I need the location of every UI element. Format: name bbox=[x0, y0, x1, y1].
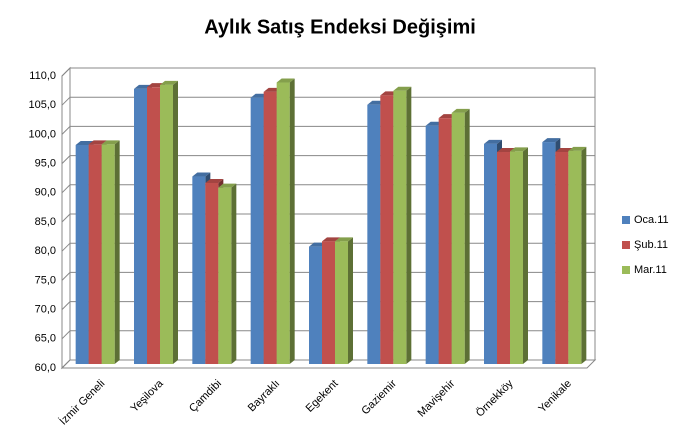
bar bbox=[205, 182, 219, 364]
legend-label: Oca.11 bbox=[634, 214, 669, 226]
y-tick-label: 65,0 bbox=[35, 333, 56, 345]
bar-top bbox=[484, 139, 502, 144]
bar bbox=[510, 151, 523, 364]
bar bbox=[75, 145, 89, 364]
bar bbox=[160, 84, 173, 365]
bar bbox=[438, 118, 452, 364]
bar-side bbox=[523, 147, 528, 364]
grid-line bbox=[61, 125, 595, 135]
y-tick-label: 105,0 bbox=[28, 99, 56, 111]
bar-side bbox=[114, 140, 120, 364]
legend-label: Şub.11 bbox=[634, 239, 668, 251]
bar-top bbox=[510, 147, 528, 152]
grid-line bbox=[61, 330, 595, 340]
y-tick-label: 70,0 bbox=[35, 304, 56, 316]
legend-label: Mar.11 bbox=[634, 264, 667, 276]
bar-side bbox=[581, 146, 587, 364]
bar bbox=[276, 82, 290, 365]
bar bbox=[322, 241, 335, 364]
bar bbox=[88, 144, 102, 364]
legend-swatch bbox=[622, 216, 630, 224]
grid-line bbox=[61, 271, 595, 281]
bar-top bbox=[322, 237, 340, 242]
legend-swatch bbox=[622, 266, 630, 274]
bar bbox=[263, 91, 277, 364]
y-tick-label: 95,0 bbox=[35, 158, 56, 170]
grid-line bbox=[61, 184, 595, 194]
bar bbox=[250, 97, 264, 365]
bar-top bbox=[160, 80, 178, 85]
y-tick-label: 100,0 bbox=[28, 128, 56, 140]
bar-side bbox=[231, 183, 237, 364]
y-tick-label: 90,0 bbox=[35, 187, 56, 199]
legend-swatch bbox=[622, 241, 630, 249]
chart-title: Aylık Satış Endeksi Değişimi bbox=[204, 16, 476, 38]
grid-line bbox=[61, 67, 595, 77]
y-tick-label: 60,0 bbox=[35, 362, 56, 374]
grid-line bbox=[61, 301, 595, 310]
bar bbox=[192, 176, 206, 364]
bar bbox=[568, 150, 582, 364]
bar bbox=[555, 152, 569, 364]
bar bbox=[380, 95, 394, 365]
bar-top bbox=[192, 172, 211, 177]
bar bbox=[497, 152, 510, 364]
y-tick-label: 85,0 bbox=[35, 216, 56, 228]
y-tick-label: 110,0 bbox=[29, 70, 56, 82]
bar bbox=[218, 187, 232, 364]
bar bbox=[425, 125, 439, 364]
bar bbox=[393, 90, 407, 365]
bar-top bbox=[451, 108, 470, 113]
bar bbox=[451, 112, 465, 364]
bar bbox=[147, 87, 160, 365]
bar bbox=[367, 104, 381, 364]
bar bbox=[335, 241, 348, 364]
bar-top bbox=[101, 140, 120, 145]
bar-top bbox=[218, 183, 237, 188]
y-tick-label: 75,0 bbox=[35, 274, 56, 286]
grid-line bbox=[61, 155, 595, 164]
bar-top bbox=[542, 138, 561, 143]
bar-top bbox=[276, 78, 295, 83]
bar bbox=[101, 144, 115, 364]
grid-line bbox=[61, 359, 595, 369]
bar bbox=[309, 246, 322, 364]
y-tick-label: 80,0 bbox=[35, 245, 56, 257]
grid-line bbox=[61, 242, 595, 252]
bar-top bbox=[393, 86, 412, 91]
bar-top bbox=[497, 148, 515, 153]
bar bbox=[134, 88, 147, 364]
bar-top bbox=[335, 237, 353, 242]
bar bbox=[542, 142, 556, 364]
bar-top bbox=[568, 146, 587, 151]
bar-side bbox=[464, 108, 470, 364]
bar-side bbox=[173, 80, 178, 365]
bar bbox=[484, 143, 497, 364]
bar-top bbox=[75, 141, 94, 145]
bar-top bbox=[88, 140, 107, 145]
bar-side bbox=[348, 237, 353, 364]
bar-side bbox=[289, 78, 295, 365]
bar-top bbox=[205, 178, 224, 183]
grid-line bbox=[61, 96, 595, 106]
grid-line bbox=[61, 213, 595, 223]
bar-side bbox=[406, 86, 412, 365]
